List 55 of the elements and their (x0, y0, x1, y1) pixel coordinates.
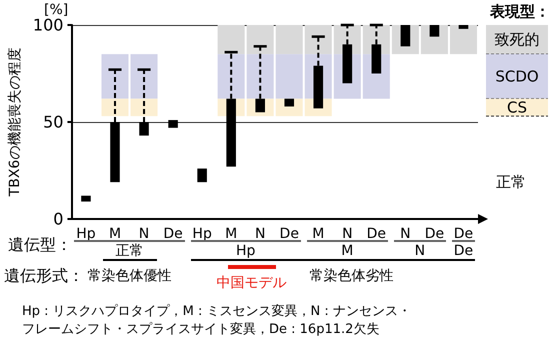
bar (101, 54, 129, 99)
text: M (341, 243, 354, 259)
y-tick-label: 0 (53, 210, 64, 228)
bar (218, 25, 245, 54)
bar (130, 98, 158, 116)
x-tick-label: De (424, 226, 444, 242)
x-tick-label: M (312, 226, 324, 242)
bar (430, 25, 440, 37)
x-tick-label: De (366, 226, 386, 242)
y-tick-label: 50 (43, 112, 64, 132)
x-tick-label: N (254, 226, 266, 242)
bar (81, 196, 91, 202)
x-tick-label: N (400, 226, 411, 242)
bar (197, 168, 207, 182)
legend-title: 表現型： (489, 2, 550, 20)
x-tick-label: De (163, 226, 183, 242)
text: 常染色体優性 (88, 268, 172, 284)
text: [%] (44, 2, 68, 18)
text: 遺伝型： (8, 235, 72, 254)
bar (246, 25, 274, 54)
bar (101, 98, 129, 116)
x-tick-label: N (342, 226, 353, 242)
bar (450, 25, 477, 54)
text: 常染色体劣性 (309, 268, 394, 284)
bar (218, 54, 245, 99)
legend-label: SCDO (495, 67, 539, 86)
x-tick-label: M (225, 226, 238, 242)
y-axis-title: TBX6の機能喪失の程度 (7, 48, 23, 198)
bar (284, 98, 294, 106)
bar (276, 54, 303, 99)
text: 遺伝形式： (4, 266, 84, 285)
x-tick-label: De (280, 226, 299, 242)
series-label: 致死的 (494, 30, 540, 49)
text: Hp : リスクハプロタイプ，M : ミスセンス変異，N : ナンセンス・ (22, 304, 411, 320)
text: De (454, 243, 474, 259)
bar (304, 25, 332, 54)
y-tick-label: 100 (32, 16, 64, 34)
text: フレームシフト・スプライスサイト変異，De : 16p11.2欠失 (22, 322, 380, 338)
text: 中国モデル (216, 275, 287, 291)
text: 正常 (116, 243, 144, 259)
x-tick-label: M (108, 226, 122, 242)
bar (458, 25, 468, 29)
bar (130, 54, 158, 99)
x-tick-label: N (138, 226, 150, 242)
x-tick-label: Hp (76, 226, 96, 242)
bar (400, 25, 410, 46)
x-tick-label: De (454, 226, 474, 242)
x-tick-label: Hp (192, 226, 212, 242)
bar (276, 25, 303, 54)
text: CS (507, 98, 527, 116)
bar (168, 120, 178, 128)
text: 正常 (496, 173, 526, 191)
text: N (414, 243, 426, 259)
bar (246, 54, 274, 99)
text: Hp (236, 243, 256, 259)
